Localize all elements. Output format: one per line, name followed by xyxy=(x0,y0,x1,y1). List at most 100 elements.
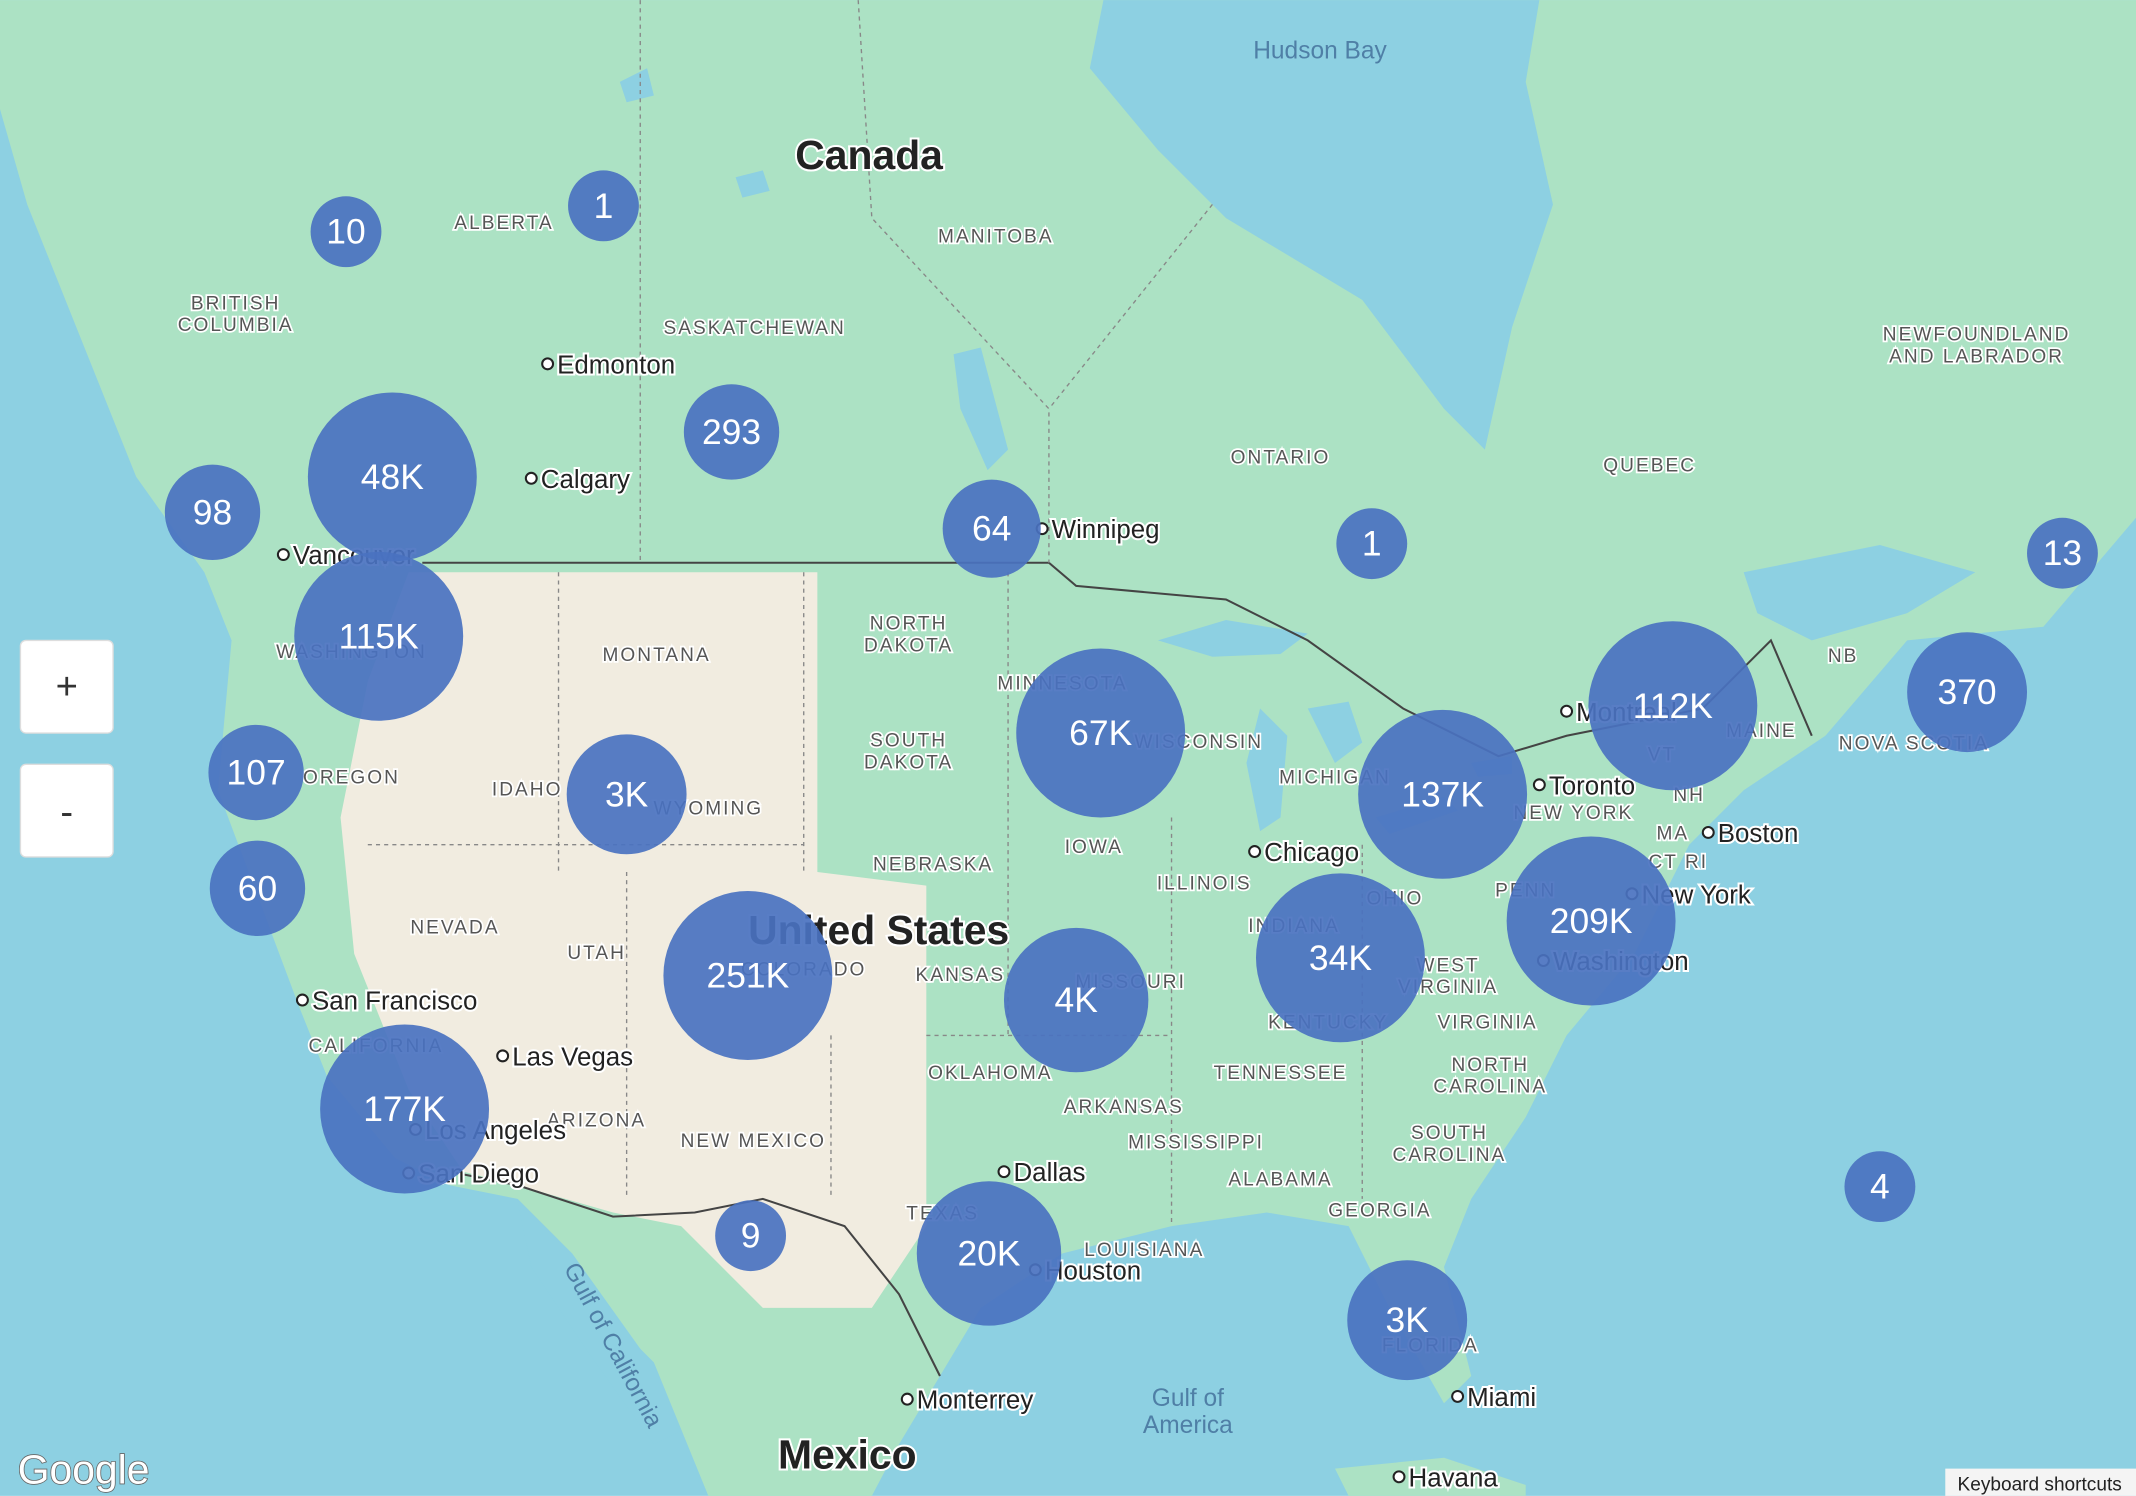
cluster[interactable]: 10 xyxy=(310,196,382,268)
cluster-circle[interactable] xyxy=(683,384,780,480)
cluster-circle[interactable] xyxy=(663,891,833,1060)
cluster-circle[interactable] xyxy=(566,734,687,855)
cluster-count[interactable]: 3K xyxy=(605,774,649,814)
cluster-count[interactable]: 107 xyxy=(227,753,286,793)
cluster[interactable]: 34K xyxy=(1255,873,1425,1043)
cluster-circle[interactable] xyxy=(310,196,382,268)
cluster[interactable]: 3K xyxy=(1347,1260,1468,1381)
cluster[interactable]: 98 xyxy=(164,464,261,561)
cluster-count[interactable]: 137K xyxy=(1401,774,1484,814)
cluster-circle[interactable] xyxy=(164,464,261,561)
cluster-count[interactable]: 1 xyxy=(594,186,614,226)
cluster[interactable]: 112K xyxy=(1588,621,1758,791)
cluster-circle[interactable] xyxy=(1588,621,1758,791)
zoom-out-button[interactable]: - xyxy=(19,763,114,858)
cluster-count[interactable]: 48K xyxy=(361,457,424,497)
cluster-count[interactable]: 60 xyxy=(238,868,277,908)
region-label: NEBRASKA xyxy=(873,855,993,876)
region-label: QUEBEC xyxy=(1603,455,1696,476)
zoom-in-label[interactable]: + xyxy=(56,665,78,708)
region-label: ALABAMA xyxy=(1228,1169,1332,1190)
cluster-count[interactable]: 293 xyxy=(702,412,761,452)
region-label: TENNESSEE xyxy=(1214,1063,1348,1084)
google-logo[interactable]: Google xyxy=(17,1446,150,1494)
cluster[interactable]: 209K xyxy=(1506,836,1676,1006)
cluster[interactable]: 177K xyxy=(320,1024,490,1194)
cluster-circle[interactable] xyxy=(715,1200,787,1272)
cluster[interactable]: 137K xyxy=(1358,709,1528,879)
cluster-circle[interactable] xyxy=(294,551,464,721)
cluster-circle[interactable] xyxy=(209,840,306,936)
cluster-circle[interactable] xyxy=(1016,648,1186,818)
gulf-of-st-lawrence xyxy=(1743,545,1976,641)
cluster-count[interactable]: 4 xyxy=(1870,1167,1890,1207)
shortcuts-box[interactable] xyxy=(1945,1468,2136,1496)
cluster-count[interactable]: 4K xyxy=(1055,980,1099,1020)
cluster-count[interactable]: 251K xyxy=(707,955,790,995)
cluster[interactable]: 115K xyxy=(294,551,464,721)
cluster-circle[interactable] xyxy=(320,1024,490,1194)
cluster-count[interactable]: 13 xyxy=(2043,533,2082,573)
cluster[interactable]: 60 xyxy=(209,840,306,936)
cluster-circle[interactable] xyxy=(307,392,477,562)
cluster-count[interactable]: 209K xyxy=(1550,901,1633,941)
cluster-count[interactable]: 20K xyxy=(957,1233,1020,1273)
cluster-circle[interactable] xyxy=(568,170,639,242)
cluster[interactable]: 293 xyxy=(683,384,780,480)
city-dot xyxy=(496,1049,510,1063)
cluster[interactable]: 1 xyxy=(568,170,639,242)
cluster-circle[interactable] xyxy=(1336,508,1408,580)
zoom-in-button[interactable]: + xyxy=(19,639,114,734)
cluster-circle[interactable] xyxy=(1347,1260,1468,1381)
shortcuts-link[interactable]: Keyboard shortcuts xyxy=(1958,1474,2122,1495)
cluster[interactable]: 48K xyxy=(307,392,477,562)
city-dot xyxy=(900,1392,914,1406)
cluster-circle[interactable] xyxy=(1255,873,1425,1043)
cluster-count[interactable]: 67K xyxy=(1069,713,1132,753)
cluster-count[interactable]: 370 xyxy=(1938,672,1997,712)
cluster[interactable]: 3K xyxy=(566,734,687,855)
cluster-count[interactable]: 64 xyxy=(972,509,1011,549)
cluster-circle[interactable] xyxy=(1907,632,2028,753)
cluster-circle[interactable] xyxy=(2027,517,2098,589)
cluster-count[interactable]: 177K xyxy=(363,1089,446,1129)
cluster-count[interactable]: 1 xyxy=(1362,524,1382,564)
zoom-out-label[interactable]: - xyxy=(60,791,73,834)
cluster[interactable]: 107 xyxy=(208,724,304,821)
cluster-count[interactable]: 115K xyxy=(339,616,419,656)
cluster[interactable]: 4K xyxy=(1003,927,1149,1073)
cluster-circle[interactable] xyxy=(942,479,1041,578)
cluster-count[interactable]: 9 xyxy=(741,1216,761,1256)
cluster[interactable]: 251K xyxy=(663,891,833,1060)
zoom-out-box[interactable] xyxy=(19,763,114,858)
cluster[interactable]: 370 xyxy=(1907,632,2028,753)
cluster[interactable]: 4 xyxy=(1844,1151,1916,1223)
cluster[interactable]: 13 xyxy=(2027,517,2098,589)
city-dot xyxy=(1451,1389,1465,1403)
cluster-count[interactable]: 98 xyxy=(193,492,232,532)
region-label: WEST xyxy=(1416,955,1479,976)
cluster[interactable]: 1 xyxy=(1336,508,1408,580)
cluster[interactable]: 67K xyxy=(1016,648,1186,818)
cluster-count[interactable]: 112K xyxy=(1633,686,1713,726)
cluster-count[interactable]: 10 xyxy=(326,212,365,252)
cluster[interactable]: 9 xyxy=(715,1200,787,1272)
region-label: NEW YORK xyxy=(1513,803,1633,824)
cluster-circle[interactable] xyxy=(1506,836,1676,1006)
clusters: 10 1 293 48K 98 115K 64 1 13 370 112K 67K 137K 107 3K 6… xyxy=(164,170,2098,1381)
cluster-circle[interactable] xyxy=(1844,1151,1916,1223)
city-dot xyxy=(295,993,309,1007)
cluster-count[interactable]: 34K xyxy=(1309,938,1372,978)
water-label: America xyxy=(1143,1412,1233,1439)
cluster-circle[interactable] xyxy=(1358,709,1528,879)
region-label: CAROLINA xyxy=(1393,1145,1507,1166)
cluster-circle[interactable] xyxy=(208,724,304,821)
cluster[interactable]: 20K xyxy=(916,1181,1062,1326)
cluster[interactable]: 64 xyxy=(942,479,1041,578)
region-label: SOUTH xyxy=(870,731,947,752)
cluster-circle[interactable] xyxy=(916,1181,1062,1326)
zoom-in-box[interactable] xyxy=(19,639,114,734)
cluster-count[interactable]: 3K xyxy=(1386,1300,1430,1340)
cluster-circle[interactable] xyxy=(1003,927,1149,1073)
water-label: Hudson Bay xyxy=(1253,38,1387,65)
